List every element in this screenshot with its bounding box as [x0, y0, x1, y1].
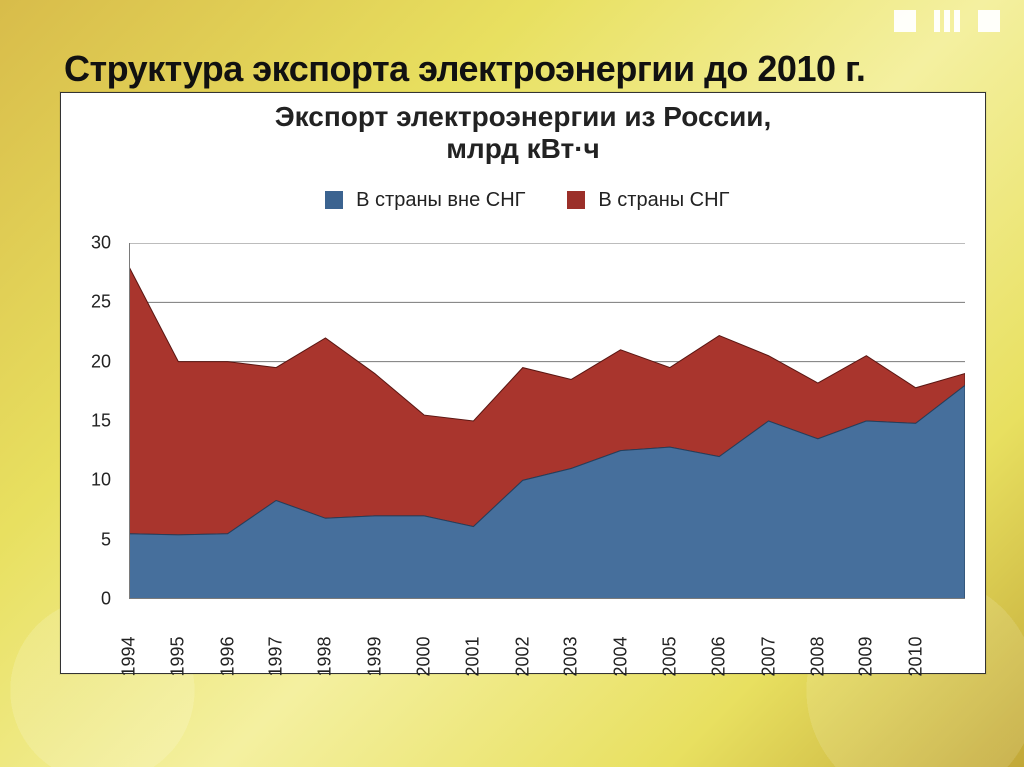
- y-axis-labels: 051015202530: [61, 243, 121, 599]
- y-tick-label: 0: [101, 589, 111, 610]
- deco-mid-group: [934, 10, 960, 32]
- chart-title-line2: млрд кВт·ч: [61, 133, 985, 165]
- x-tick-label: 2003: [561, 636, 582, 676]
- chart-legend: В страны вне СНГ В страны СНГ: [61, 189, 985, 212]
- x-tick-label: 1998: [315, 636, 336, 676]
- x-tick-label: 1995: [168, 636, 189, 676]
- x-tick-label: 2009: [856, 636, 877, 676]
- corner-decoration: [894, 10, 1000, 32]
- legend-swatch-series2: [567, 191, 585, 209]
- x-tick-label: 2008: [807, 636, 828, 676]
- x-tick-label: 1999: [364, 636, 385, 676]
- x-tick-label: 2004: [610, 636, 631, 676]
- chart-title: Экспорт электроэнергии из России, млрд к…: [61, 101, 985, 165]
- y-tick-label: 30: [91, 233, 111, 254]
- y-tick-label: 10: [91, 470, 111, 491]
- y-tick-label: 5: [101, 529, 111, 550]
- x-tick-label: 2000: [414, 636, 435, 676]
- x-tick-label: 2002: [512, 636, 533, 676]
- legend-label-series2: В страны СНГ: [598, 189, 729, 211]
- chart-panel: Экспорт электроэнергии из России, млрд к…: [60, 92, 986, 674]
- deco-box-icon: [894, 10, 916, 32]
- y-tick-label: 20: [91, 351, 111, 372]
- x-tick-label: 2005: [659, 636, 680, 676]
- x-tick-label: 1994: [119, 636, 140, 676]
- y-tick-label: 15: [91, 411, 111, 432]
- plot-area: [129, 243, 965, 599]
- x-tick-label: 1997: [266, 636, 287, 676]
- chart-svg: [129, 243, 965, 599]
- x-tick-label: 2010: [905, 636, 926, 676]
- x-tick-label: 1996: [217, 636, 238, 676]
- y-tick-label: 25: [91, 292, 111, 313]
- x-axis-labels: 1994199519961997199819992000200120022003…: [129, 603, 965, 673]
- x-tick-label: 2007: [758, 636, 779, 676]
- slide-title: Структура экспорта электроэнергии до 201…: [64, 48, 865, 90]
- legend-label-series1: В страны вне СНГ: [356, 189, 525, 211]
- legend-swatch-series1: [325, 191, 343, 209]
- deco-box-icon: [978, 10, 1000, 32]
- chart-title-line1: Экспорт электроэнергии из России,: [61, 101, 985, 133]
- x-tick-label: 2006: [709, 636, 730, 676]
- x-tick-label: 2001: [463, 636, 484, 676]
